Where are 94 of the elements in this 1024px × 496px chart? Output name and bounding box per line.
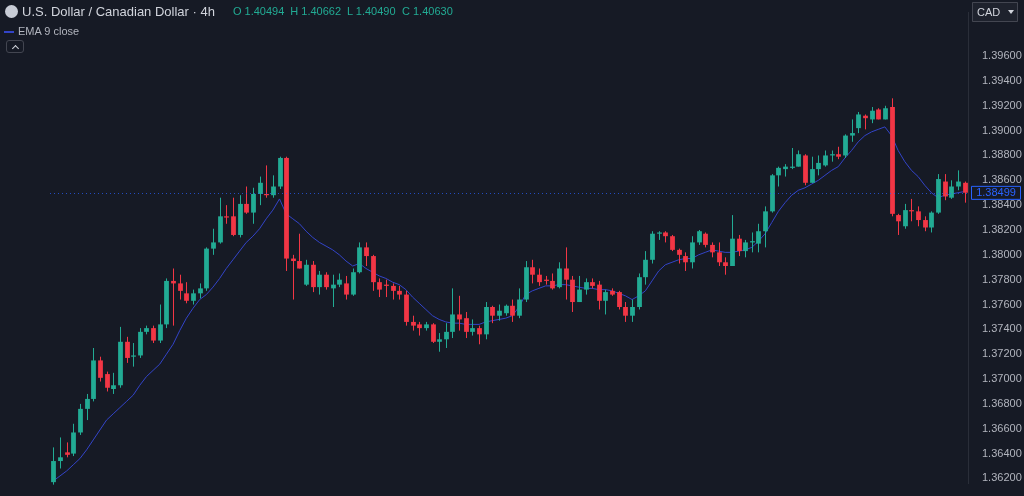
candlestick: [630, 299, 635, 323]
candlestick: [943, 173, 948, 201]
candlestick: [690, 235, 695, 269]
candlestick: [903, 203, 908, 230]
candlestick: [949, 179, 954, 200]
candlestick: [570, 275, 575, 313]
y-tick-label: 1.36800: [982, 396, 1022, 409]
candlestick: [51, 446, 56, 486]
candlestick: [477, 325, 482, 345]
y-tick-label: 1.38800: [982, 148, 1022, 161]
y-tick-label: 1.37800: [982, 272, 1022, 285]
candlestick: [98, 356, 103, 383]
candlestick: [437, 332, 442, 353]
candlestick: [184, 281, 189, 304]
candlestick: [344, 275, 349, 301]
y-tick-label: 1.39000: [982, 123, 1022, 136]
candlestick: [131, 342, 136, 368]
candlestick: [105, 371, 110, 392]
candlestick: [843, 133, 848, 159]
candlestick: [816, 154, 821, 176]
y-tick-label: 1.38400: [982, 198, 1022, 211]
y-tick-label: 1.39400: [982, 73, 1022, 86]
candlestick: [643, 250, 648, 286]
candlestick: [297, 233, 302, 269]
annotation: L 1.40490: [347, 5, 396, 18]
candlestick: [224, 204, 229, 225]
candlestick: [564, 246, 569, 301]
y-tick-label: 1.37200: [982, 347, 1022, 360]
candlestick: [258, 176, 263, 206]
candlestick: [364, 241, 369, 267]
candlestick: [251, 187, 256, 225]
candlestick: [577, 275, 582, 303]
ref-line-label: 1.38499: [976, 186, 1016, 199]
candlestick: [623, 301, 628, 323]
candlestick: [111, 372, 116, 395]
candlestick: [158, 304, 163, 344]
annotation: H 1.40662: [290, 5, 342, 18]
candlestick: [351, 268, 356, 297]
candlestick: [178, 274, 183, 301]
candlestick: [317, 270, 322, 296]
candlestick: [58, 436, 63, 469]
candlestick: [271, 174, 276, 199]
candlestick: [231, 197, 236, 237]
candlestick: [597, 280, 602, 310]
candlestick: [125, 336, 130, 364]
candlestick: [956, 169, 961, 191]
candlestick: [896, 213, 901, 236]
candlestick: [916, 205, 921, 227]
candlestick: [929, 210, 934, 233]
y-tick-label: 1.39600: [982, 49, 1022, 62]
candlestick: [850, 118, 855, 143]
candlestick: [530, 259, 535, 284]
candlestick: [211, 228, 216, 256]
y-tick-label: 1.37400: [982, 322, 1022, 335]
candlestick: [763, 205, 768, 248]
candlestick: [856, 111, 861, 134]
candlestick: [557, 261, 562, 289]
candlestick: [464, 311, 469, 339]
candlestick: [444, 322, 449, 349]
y-tick-label: 1.36400: [982, 446, 1022, 459]
y-tick-label: 1.38600: [982, 173, 1022, 186]
candlestick: [617, 290, 622, 310]
annotation: C 1.40630: [401, 5, 453, 18]
candlestick: [737, 234, 742, 257]
candlestick: [71, 423, 76, 457]
y-tick-label: 1.38000: [982, 247, 1022, 260]
y-tick-label: 1.37600: [982, 297, 1022, 310]
y-tick-label: 1.37000: [982, 372, 1022, 385]
y-tick-label: 1.36200: [982, 471, 1022, 484]
chart-title: U.S. Dollar / Canadian Dollar · 4h: [22, 3, 215, 19]
candlestick: [311, 260, 316, 293]
candlestick: [450, 287, 455, 339]
candlestick: [304, 259, 309, 287]
candlestick: [85, 393, 90, 421]
y-tick-label: 1.39200: [982, 98, 1022, 111]
legend-label: EMA 9 close: [18, 25, 80, 38]
y-tick-label: 1.36600: [982, 421, 1022, 434]
candlestick: [717, 241, 722, 267]
candlestick: [510, 299, 515, 323]
candlestick: [963, 181, 968, 204]
annotation: O 1.40494: [232, 5, 285, 18]
candlestick: [776, 166, 781, 188]
candlestick: [603, 289, 608, 315]
candlestick: [78, 403, 83, 436]
candlestick: [431, 322, 436, 344]
candlestick: [138, 327, 143, 359]
y-tick-label: 1.38200: [982, 223, 1022, 236]
candlestick: [457, 295, 462, 332]
candlestick: [377, 277, 382, 298]
candlestick: [810, 156, 815, 184]
candlestick: [683, 251, 688, 272]
candlestick: [517, 287, 522, 319]
candlestick: [244, 186, 249, 215]
y-axis-title: CAD: [977, 5, 1001, 18]
